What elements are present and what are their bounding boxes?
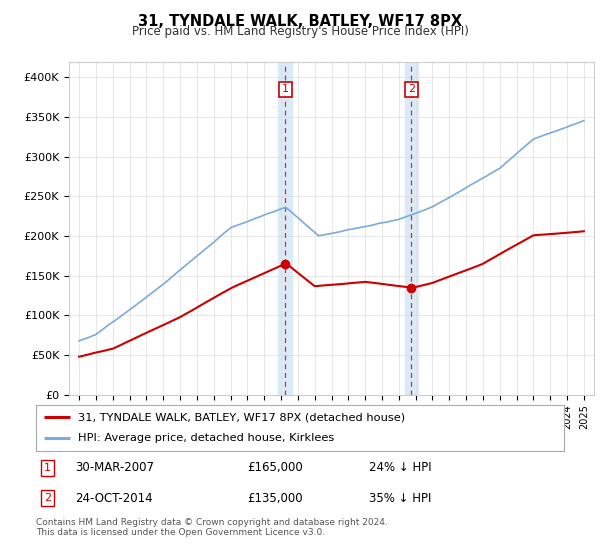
Text: 30-MAR-2007: 30-MAR-2007 bbox=[76, 461, 155, 474]
Bar bbox=[278, 62, 292, 395]
Text: 2: 2 bbox=[44, 493, 51, 503]
Text: 24% ↓ HPI: 24% ↓ HPI bbox=[368, 461, 431, 474]
Text: £135,000: £135,000 bbox=[247, 492, 303, 505]
Text: 35% ↓ HPI: 35% ↓ HPI bbox=[368, 492, 431, 505]
Bar bbox=[404, 62, 418, 395]
Text: 24-OCT-2014: 24-OCT-2014 bbox=[76, 492, 153, 505]
Text: 1: 1 bbox=[282, 85, 289, 95]
Text: 2: 2 bbox=[408, 85, 415, 95]
Text: HPI: Average price, detached house, Kirklees: HPI: Average price, detached house, Kirk… bbox=[78, 433, 334, 444]
Text: 31, TYNDALE WALK, BATLEY, WF17 8PX (detached house): 31, TYNDALE WALK, BATLEY, WF17 8PX (deta… bbox=[78, 412, 406, 422]
Text: £165,000: £165,000 bbox=[247, 461, 303, 474]
Text: 31, TYNDALE WALK, BATLEY, WF17 8PX: 31, TYNDALE WALK, BATLEY, WF17 8PX bbox=[138, 14, 462, 29]
Text: Price paid vs. HM Land Registry's House Price Index (HPI): Price paid vs. HM Land Registry's House … bbox=[131, 25, 469, 38]
Text: Contains HM Land Registry data © Crown copyright and database right 2024.
This d: Contains HM Land Registry data © Crown c… bbox=[36, 518, 388, 538]
Text: 1: 1 bbox=[44, 463, 51, 473]
